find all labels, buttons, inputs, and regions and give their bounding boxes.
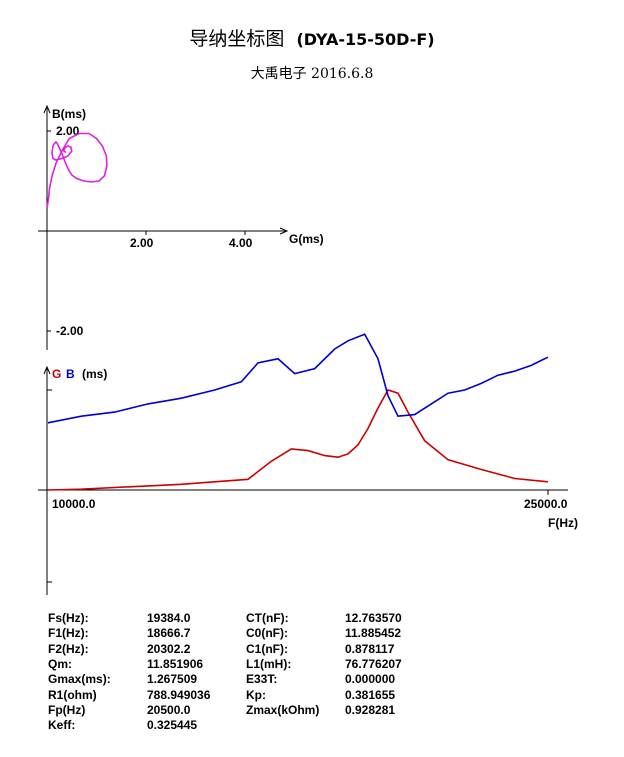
freq-y-axis-arrow <box>43 365 51 375</box>
param-value: 0.878117 <box>345 641 395 656</box>
param-value: 1.267509 <box>147 672 198 687</box>
legend-B: B <box>66 367 75 381</box>
freq-y-axis-label: (ms) <box>82 367 107 381</box>
param-value: 11.885452 <box>345 626 402 641</box>
param-label: Kp: <box>246 687 266 702</box>
param-label: Keff: <box>48 718 76 733</box>
param-label: L1(mH): <box>246 656 292 671</box>
param-row: F1(Hz): 18666.7 <box>48 626 190 641</box>
param-value: 18666.7 <box>147 626 191 641</box>
x-tick-label: 2.00 <box>130 236 154 250</box>
series-B-line <box>47 333 549 424</box>
title-text: 导纳坐标图 <box>189 28 285 50</box>
param-row: Zmax(kOhm) 0.928281 <box>246 702 395 718</box>
param-value: 0.325445 <box>147 718 198 733</box>
chart-subtitle: 大禹电子 2016.6.8 <box>250 66 374 82</box>
param-label: F1(Hz): <box>48 626 89 641</box>
admittance-curve <box>46 132 108 209</box>
param-value: 20500.0 <box>147 702 191 717</box>
series-G-line <box>47 389 549 491</box>
freq-x-tick-label: 25000.0 <box>524 497 568 511</box>
param-row: Keff: 0.325445 <box>48 718 197 733</box>
param-label: Qm: <box>48 656 72 671</box>
y-axis-label: B(ms) <box>52 107 86 121</box>
param-value: 76.776207 <box>345 656 402 671</box>
param-label: R1(ohm) <box>48 687 97 702</box>
param-label: Zmax(kOhm) <box>246 702 320 717</box>
param-value: 0.381655 <box>345 687 396 702</box>
param-label: E33T: <box>246 672 278 687</box>
y-tick-label: -2.00 <box>56 324 84 338</box>
param-row: E33T: 0.000000 <box>246 672 395 687</box>
param-value: 11.851906 <box>147 656 204 671</box>
param-row: Fs(Hz): 19384.0 <box>48 611 190 626</box>
param-row: Qm: 11.851906 <box>48 656 203 672</box>
param-row: C1(nF): 0.878117 <box>246 641 394 657</box>
param-value: 0.000000 <box>345 672 396 687</box>
param-label: F2(Hz): <box>48 641 89 656</box>
param-label: CT(nF): <box>246 611 289 625</box>
param-row: R1(ohm) 788.949036 <box>48 687 210 703</box>
param-value: 19384.0 <box>147 611 191 625</box>
param-row: CT(nF): 12.763570 <box>246 611 402 626</box>
param-label: Fs(Hz): <box>48 611 89 625</box>
chart-title: 导纳坐标图 (DYA-15-50D-F) <box>0 24 624 51</box>
freq-x-axis-label: F(Hz) <box>548 516 578 530</box>
model-text: (DYA-15-50D-F) <box>296 30 435 49</box>
freq-x-tick-label: 10000.0 <box>52 497 96 511</box>
param-row: L1(mH): 76.776207 <box>246 656 402 672</box>
x-tick-label: 4.00 <box>229 236 253 250</box>
param-value: 12.763570 <box>345 611 402 625</box>
legend-G: G <box>52 367 61 381</box>
param-label: C0(nF): <box>246 626 288 641</box>
param-value: 788.949036 <box>147 687 211 702</box>
param-value: 0.928281 <box>345 702 396 717</box>
param-label: Fp(Hz) <box>48 702 86 717</box>
param-row: F2(Hz): 20302.2 <box>48 641 190 657</box>
y-axis-arrow <box>43 104 51 114</box>
param-row: Kp: 0.381655 <box>246 687 395 703</box>
param-row: Fp(Hz) 20500.0 <box>48 702 190 718</box>
param-value: 20302.2 <box>147 641 191 656</box>
param-row: C0(nF): 11.885452 <box>246 626 401 641</box>
param-label: Gmax(ms): <box>48 672 111 687</box>
x-axis-label: G(ms) <box>289 232 324 246</box>
x-axis-arrow <box>279 227 289 235</box>
param-row: Gmax(ms): 1.267509 <box>48 672 197 687</box>
y-tick-label: 2.00 <box>56 124 80 138</box>
param-label: C1(nF): <box>246 641 288 656</box>
